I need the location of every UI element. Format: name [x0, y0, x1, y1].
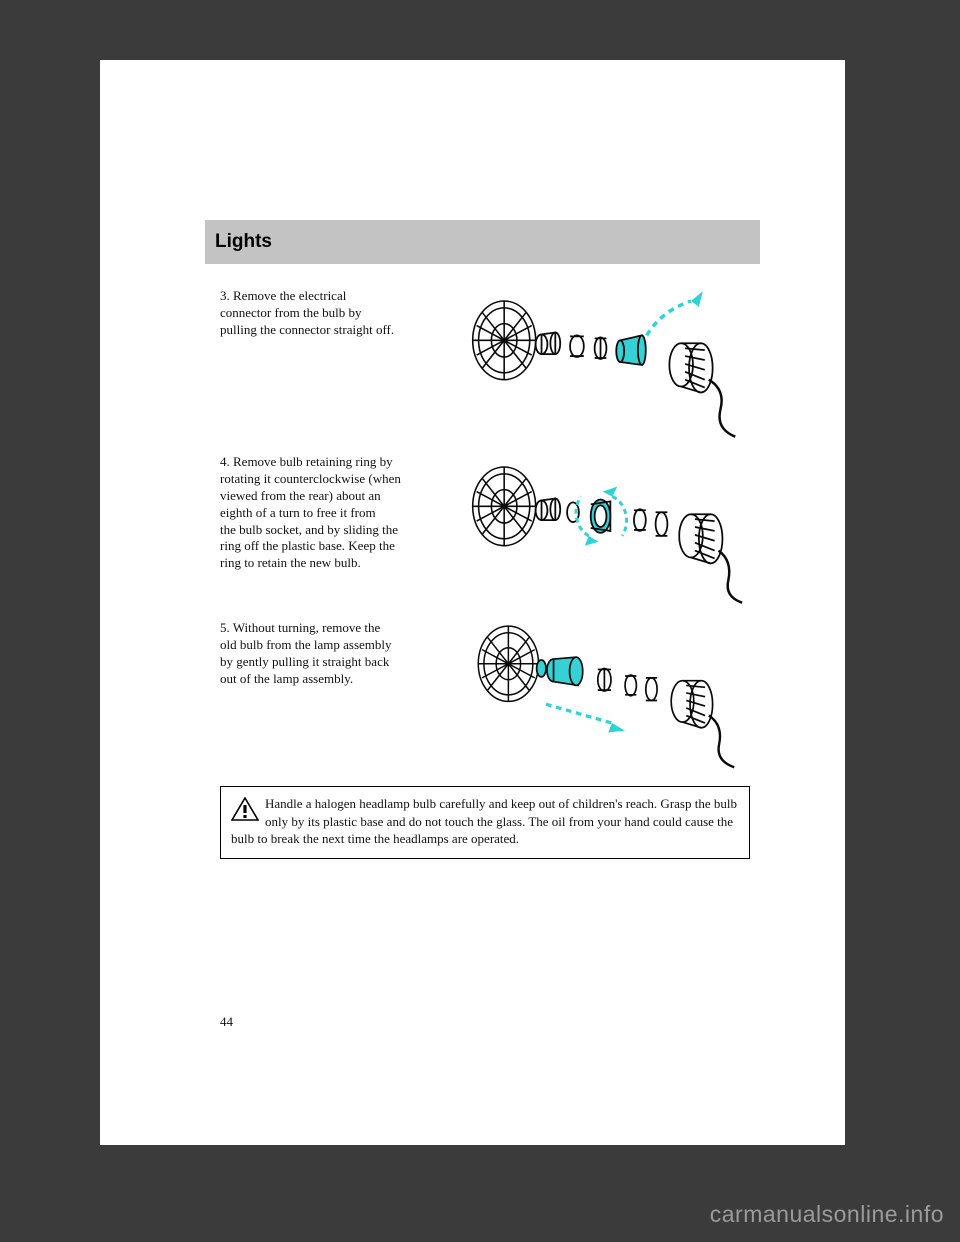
- warning-text: Handle a halogen headlamp bulb carefully…: [231, 796, 737, 846]
- step-row: 4. Remove bulb retaining ring by rotatin…: [220, 446, 750, 606]
- bulb-diagram-step5-icon: [455, 612, 750, 772]
- watermark: carmanualsonline.info: [710, 1201, 944, 1228]
- section-title: Lights: [215, 231, 272, 253]
- warning-box: Handle a halogen headlamp bulb carefully…: [220, 786, 750, 859]
- step-row: 5. Without turning, remove the old bulb …: [220, 612, 750, 772]
- step-text: 3. Remove the electrical connector from …: [220, 280, 455, 339]
- step-text: 4. Remove bulb retaining ring by rotatin…: [220, 446, 455, 572]
- page: Lights 3. Remove the electrical connecto…: [100, 60, 845, 1145]
- step-text: 5. Without turning, remove the old bulb …: [220, 612, 455, 688]
- step-illustration: [455, 612, 750, 772]
- step-illustration: [455, 446, 750, 606]
- warning-icon: [231, 797, 259, 826]
- step-row: 3. Remove the electrical connector from …: [220, 280, 750, 440]
- bulb-diagram-step3-icon: [455, 280, 750, 440]
- section-header: Lights: [205, 220, 760, 264]
- content: 3. Remove the electrical connector from …: [220, 280, 750, 859]
- step-illustration: [455, 280, 750, 440]
- page-number: 44: [220, 1014, 233, 1030]
- bulb-diagram-step4-icon: [455, 446, 750, 606]
